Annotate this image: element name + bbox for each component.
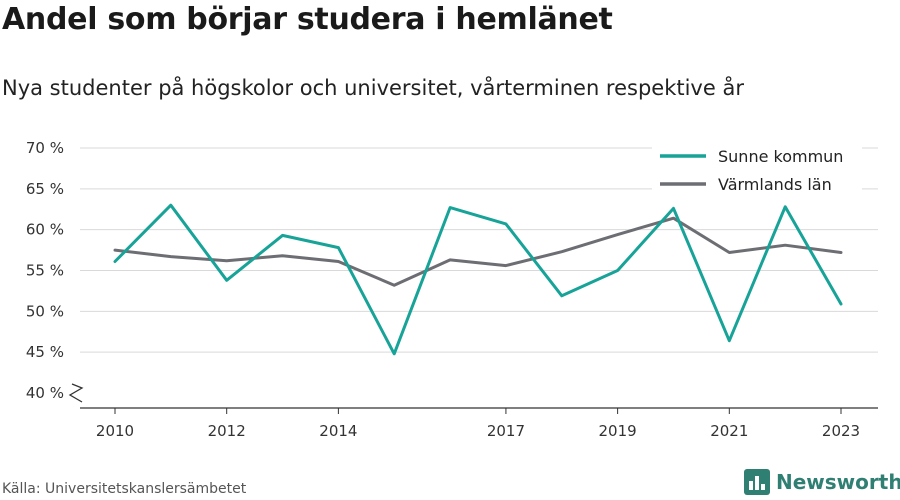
x-tick-label: 2012 [208, 422, 246, 440]
y-tick-label: 50 % [26, 302, 64, 320]
x-tick-label: 2010 [96, 422, 134, 440]
brand-logo: Newsworthy [744, 469, 900, 495]
y-tick-label: 45 % [26, 343, 64, 361]
source-note: Källa: Universitetskanslersämbetet [2, 481, 247, 497]
chart-title: Andel som börjar studera i hemlänet [2, 2, 613, 37]
bar-chart-logo-icon [744, 469, 770, 495]
y-tick-label: 65 % [26, 180, 64, 198]
chart-subtitle: Nya studenter på högskolor och universit… [2, 76, 744, 100]
line-chart: 40 % 45 % 50 % 55 % 60 % 65 % 70 % 2010 2012 2014… [26, 139, 878, 440]
y-tick-label: 55 % [26, 262, 64, 280]
x-tick-label: 2023 [822, 422, 860, 440]
series-line-värmlands-län [113, 216, 843, 287]
axes: 40 % 45 % 50 % 55 % 60 % 65 % 70 % 2010 2012 2014… [26, 139, 878, 440]
series-lines [113, 203, 843, 356]
y-tick-label: 40 % [26, 384, 64, 402]
y-tick-label: 60 % [26, 221, 64, 239]
brand-name: Newsworthy [776, 470, 900, 494]
x-tick-label: 2014 [319, 422, 357, 440]
x-tick-label: 2019 [599, 422, 637, 440]
x-tick-label: 2017 [487, 422, 525, 440]
x-tick-label: 2021 [710, 422, 748, 440]
axis-break-icon [68, 383, 84, 403]
legend-label: Värmlands län [718, 175, 832, 194]
legend-label: Sunne kommun [718, 147, 843, 166]
legend: Sunne kommun Värmlands län [652, 144, 862, 196]
series-line-sunne-kommun [113, 203, 843, 356]
y-tick-label: 70 % [26, 139, 64, 157]
